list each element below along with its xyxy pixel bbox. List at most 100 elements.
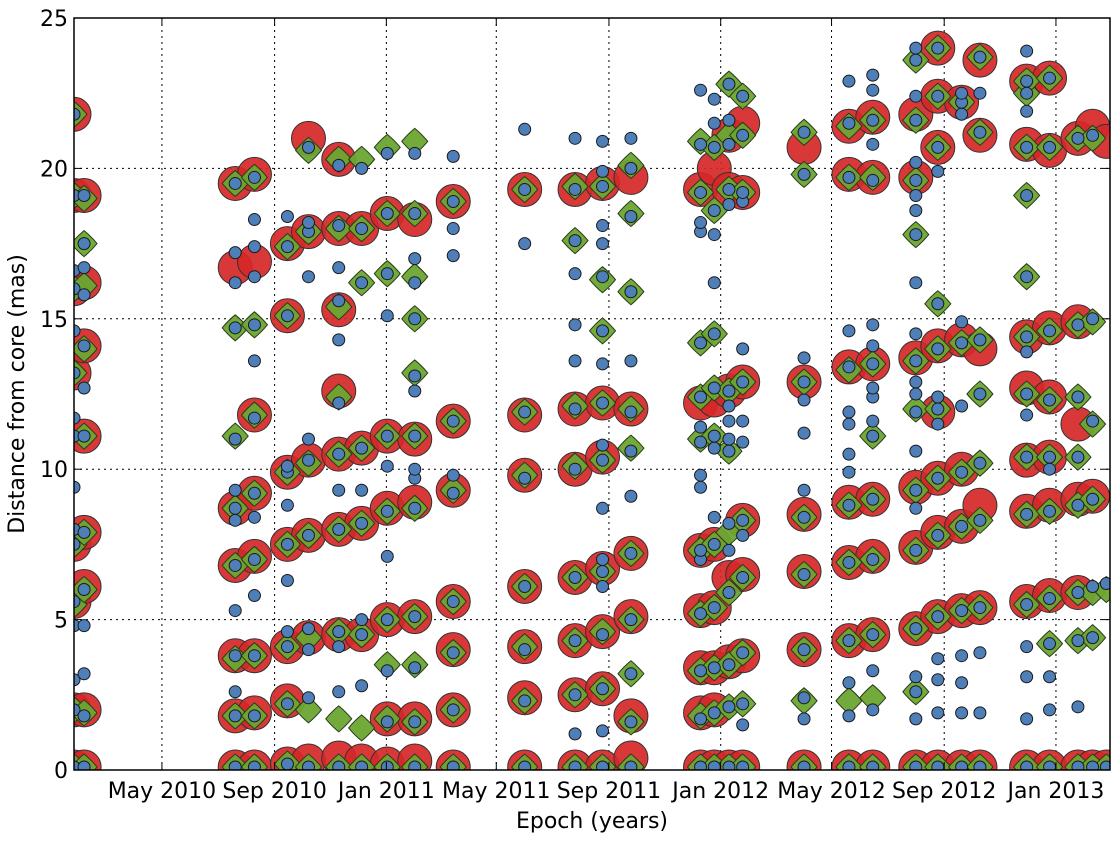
- data-point-small: [624, 131, 638, 145]
- data-point-small: [446, 646, 460, 660]
- data-point-small: [74, 537, 81, 551]
- data-point-small: [931, 140, 945, 154]
- data-point-small: [332, 158, 346, 172]
- x-tick-label: May 2010: [108, 779, 216, 804]
- data-point-small: [736, 513, 750, 527]
- data-point-small: [332, 640, 346, 654]
- data-point-small: [1071, 450, 1085, 464]
- data-point-small: [1086, 128, 1100, 142]
- data-point-small: [842, 170, 856, 184]
- data-point-small: [301, 528, 315, 542]
- data-point-small: [722, 444, 736, 458]
- data-point-small: [1043, 140, 1057, 154]
- data-point-medium: [294, 696, 323, 724]
- data-point-small: [77, 237, 91, 251]
- data-point-small: [596, 453, 610, 467]
- data-point-small: [842, 634, 856, 648]
- data-point-small: [446, 149, 460, 163]
- data-point-small: [973, 86, 987, 100]
- data-point-small: [909, 228, 923, 242]
- data-point-small: [955, 760, 969, 770]
- data-point-small: [797, 393, 811, 407]
- data-point-small: [955, 399, 969, 413]
- data-point-small: [247, 270, 261, 284]
- data-point-small: [694, 664, 708, 678]
- data-point-small: [77, 709, 91, 723]
- data-point-small: [694, 543, 708, 557]
- data-point-small: [694, 83, 708, 97]
- data-point-small: [228, 558, 242, 572]
- data-point-small: [228, 321, 242, 335]
- data-point-small: [301, 691, 315, 705]
- data-point-small: [909, 712, 923, 726]
- data-point-small: [247, 354, 261, 368]
- data-point-small: [355, 679, 369, 693]
- data-point-small: [1086, 580, 1100, 594]
- data-point-small: [797, 712, 811, 726]
- data-point-small: [842, 555, 856, 569]
- data-point-small: [332, 261, 346, 275]
- data-point-small: [909, 760, 923, 770]
- data-point-small: [332, 333, 346, 347]
- data-point-small: [74, 324, 81, 338]
- data-point-small: [931, 297, 945, 311]
- data-point-small: [568, 182, 582, 196]
- data-point-small: [408, 462, 422, 476]
- data-point-small: [736, 435, 750, 449]
- x-tick-label: Sep 2012: [892, 779, 996, 804]
- data-point-small: [446, 760, 460, 770]
- data-point-small: [931, 342, 945, 356]
- data-point-small: [866, 703, 880, 717]
- data-point-small: [355, 760, 369, 770]
- data-point-small: [1043, 462, 1057, 476]
- data-point-small: [736, 646, 750, 660]
- data-point-small: [722, 399, 736, 413]
- data-point-small: [1099, 577, 1110, 591]
- data-points: [74, 30, 1110, 770]
- data-point-small: [596, 134, 610, 148]
- data-point-small: [1020, 330, 1034, 344]
- data-point-small: [446, 194, 460, 208]
- data-point-small: [797, 567, 811, 581]
- data-point-small: [74, 411, 81, 425]
- data-point-small: [722, 543, 736, 557]
- x-tick-label: May 2011: [442, 779, 550, 804]
- data-point-medium: [347, 714, 376, 742]
- data-point-small: [973, 760, 987, 770]
- data-point-small: [866, 137, 880, 151]
- data-point-small: [1071, 760, 1085, 770]
- data-point-small: [355, 628, 369, 642]
- data-point-small: [866, 318, 880, 332]
- data-point-small: [1086, 414, 1100, 428]
- data-point-small: [228, 483, 242, 497]
- data-point-small: [355, 161, 369, 175]
- data-point-small: [568, 131, 582, 145]
- data-point-small: [518, 405, 532, 419]
- data-point-small: [1043, 450, 1057, 464]
- data-point-small: [909, 444, 923, 458]
- data-point-small: [247, 589, 261, 603]
- data-point-small: [866, 173, 880, 187]
- data-point-small: [301, 216, 315, 230]
- data-point-small: [280, 625, 294, 639]
- data-point-small: [247, 552, 261, 566]
- data-point-small: [736, 89, 750, 103]
- data-point-small: [247, 240, 261, 254]
- data-point-small: [518, 580, 532, 594]
- data-point-small: [596, 724, 610, 738]
- data-point-small: [707, 381, 721, 395]
- data-point-small: [973, 601, 987, 615]
- data-point-small: [568, 318, 582, 332]
- data-point-small: [842, 709, 856, 723]
- data-point-small: [568, 267, 582, 281]
- data-point-small: [736, 375, 750, 389]
- data-point-small: [355, 613, 369, 627]
- data-point-small: [624, 667, 638, 681]
- data-point-small: [408, 252, 422, 266]
- data-point-small: [568, 634, 582, 648]
- data-point-small: [722, 586, 736, 600]
- data-point-small: [973, 387, 987, 401]
- data-point-small: [280, 573, 294, 587]
- data-point-small: [707, 92, 721, 106]
